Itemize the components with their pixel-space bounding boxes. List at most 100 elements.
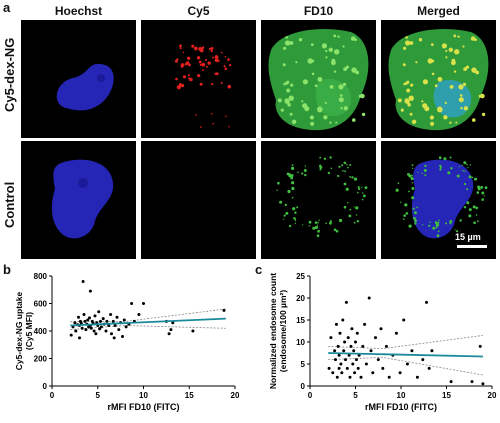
chart-b-data-point bbox=[112, 336, 116, 340]
chart-c-data-point bbox=[341, 318, 345, 322]
fd10-punctum bbox=[283, 46, 287, 50]
cy5-punctum bbox=[202, 69, 204, 72]
fd10-punctum bbox=[312, 226, 316, 230]
chart-c-data-point bbox=[470, 380, 474, 384]
chart-b-x-tick-label: 0 bbox=[50, 391, 55, 400]
merged-punctum bbox=[438, 219, 440, 221]
chart-b-ci-upper bbox=[70, 308, 226, 322]
chart-c-svg: 0 5 10 15 20 0 5 10 15 20 25 rMFI FD10 (FITC) Normal… bbox=[268, 272, 497, 412]
fd10-punctum bbox=[357, 186, 360, 188]
chart-c-data-point bbox=[410, 349, 414, 353]
fd10-punctum bbox=[323, 157, 327, 160]
cy5-punctum bbox=[205, 58, 208, 61]
merged-punctum bbox=[437, 77, 443, 82]
chart-c-data-point bbox=[405, 362, 409, 366]
fd10-punctum bbox=[291, 181, 295, 185]
fd10-punctum bbox=[294, 220, 297, 222]
fd10-punctum bbox=[301, 172, 304, 175]
fd10-punctum bbox=[346, 163, 348, 166]
column-heading-hoechst: Hoechst bbox=[54, 4, 103, 18]
fd10-punctum bbox=[314, 84, 318, 88]
chart-b-data-point bbox=[82, 313, 86, 316]
chart-b-data-point bbox=[167, 332, 171, 336]
fd10-punctum bbox=[327, 171, 330, 175]
cy5-punctum bbox=[229, 64, 232, 67]
fd10-punctum bbox=[333, 70, 337, 73]
fd10-punctum bbox=[361, 198, 364, 201]
chart-b-data-point bbox=[105, 319, 109, 323]
merged-punctum bbox=[455, 121, 458, 124]
fd10-punctum bbox=[352, 118, 356, 122]
merged-punctum bbox=[397, 98, 402, 103]
fd10-punctum bbox=[328, 47, 333, 52]
chart-b-x-tick-label: 5 bbox=[96, 391, 101, 400]
chart-c-data-point bbox=[402, 318, 406, 322]
chart-b-data-point bbox=[113, 324, 117, 327]
image-hoechst-cy5-dex-ng bbox=[21, 20, 136, 138]
cy5-punctum bbox=[227, 58, 230, 61]
chart-c-data-point bbox=[337, 353, 341, 357]
fd10-punctum bbox=[340, 107, 343, 110]
merged-punctum bbox=[449, 156, 452, 159]
column-heading-cy5: Cy5 bbox=[187, 4, 210, 18]
nucleus-drawing bbox=[56, 63, 114, 111]
chart-c-x-tick-label: 10 bbox=[397, 391, 406, 400]
chart-b-data-point bbox=[101, 317, 105, 321]
fd10-punctum bbox=[309, 115, 314, 120]
fd10-punctum bbox=[308, 220, 312, 224]
chart-c-data-point bbox=[337, 366, 341, 370]
fd10-punctum bbox=[284, 203, 287, 207]
chart-c-data-point bbox=[376, 358, 380, 362]
chart-b-data-point bbox=[89, 326, 93, 330]
merged-punctum bbox=[437, 106, 443, 113]
merged-punctum bbox=[412, 167, 414, 169]
chart-c-data-point bbox=[336, 344, 340, 348]
chart-b-data-point bbox=[78, 336, 81, 340]
chart-c-data-point bbox=[331, 371, 335, 375]
chart-c-data-point bbox=[481, 382, 485, 386]
panel-a-letter: a bbox=[3, 0, 11, 15]
fd10-punctum bbox=[289, 112, 293, 116]
chart-b-data-point bbox=[111, 319, 115, 323]
fd10-punctum bbox=[343, 205, 347, 209]
chart-b-x-axis-title: rMFI FD10 (FITC) bbox=[108, 402, 180, 412]
fd10-punctum bbox=[307, 58, 313, 64]
merged-punctum bbox=[466, 163, 468, 166]
merged-punctum bbox=[462, 82, 467, 86]
chart-b-data-point bbox=[171, 321, 175, 325]
merged-punctum bbox=[443, 115, 448, 120]
cy5-punctum bbox=[189, 77, 193, 82]
cy5-punctum bbox=[214, 58, 219, 63]
fd10-punctum bbox=[351, 36, 356, 41]
merged-punctum bbox=[458, 166, 461, 168]
merged-punctum bbox=[472, 118, 476, 122]
column-heading-merged: Merged bbox=[417, 4, 460, 18]
fd10-punctum bbox=[356, 220, 360, 223]
fd10-punctum bbox=[343, 161, 347, 165]
chart-b-data-point bbox=[88, 289, 92, 293]
fd10-punctum bbox=[317, 106, 323, 113]
fd10-punctum bbox=[316, 224, 318, 226]
chart-c-data-point bbox=[346, 336, 350, 340]
cy5-punctum bbox=[212, 122, 215, 125]
merged-punctum bbox=[456, 174, 460, 178]
merged-punctum bbox=[403, 218, 405, 220]
merged-punctum bbox=[476, 191, 480, 194]
fd10-punctum bbox=[290, 176, 293, 180]
merged-punctum bbox=[411, 164, 414, 166]
fd10-punctum bbox=[319, 166, 323, 169]
chart-c-data-point bbox=[363, 322, 367, 326]
scale-bar bbox=[457, 245, 487, 248]
fd10-punctum bbox=[314, 221, 318, 224]
merged-punctum bbox=[471, 176, 474, 179]
panel-b-letter: b bbox=[3, 262, 11, 277]
merged-punctum bbox=[408, 190, 410, 193]
cy5-punctum bbox=[228, 125, 230, 128]
fd10-punctum bbox=[358, 187, 361, 191]
chart-c-data-point bbox=[421, 358, 425, 362]
merged-punctum bbox=[407, 103, 411, 107]
merged-punctum bbox=[397, 182, 400, 184]
merged-punctum bbox=[410, 83, 414, 87]
fd10-punctum bbox=[323, 115, 328, 120]
